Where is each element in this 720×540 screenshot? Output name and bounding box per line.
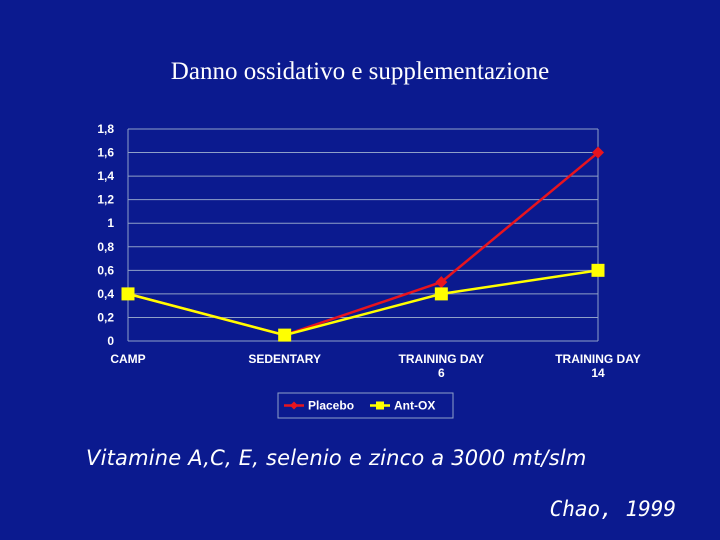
legend-marker-placebo — [290, 401, 298, 410]
x-tick-label: 14 — [591, 366, 605, 380]
axes — [127, 129, 599, 342]
series-line-placebo — [127, 151, 599, 337]
series-line-ant-ox — [127, 269, 599, 337]
legend: Placebo Ant-OX — [277, 392, 454, 419]
y-tick-label: 1,8 — [97, 122, 114, 136]
y-tick-label: 1,4 — [97, 169, 114, 183]
legend-marker-ant-ox — [376, 401, 384, 410]
y-tick-label: 0,4 — [97, 287, 114, 301]
y-tick-labels: 0 0,2 0,4 0,6 0,8 1 1,2 1,4 1,6 1,8 — [97, 122, 114, 348]
legend-label-placebo: Placebo — [308, 399, 354, 413]
series-lines — [121, 146, 605, 342]
y-tick-label: 0,6 — [97, 263, 114, 277]
data-point-ant-ox — [591, 263, 605, 277]
slide-subtitle: Vitamine A,C, E, selenio e zinco a 3000 … — [86, 446, 587, 470]
y-tick-label: 1 — [107, 216, 114, 230]
y-tick-label: 1,2 — [97, 193, 114, 207]
x-tick-label: 6 — [438, 366, 445, 380]
y-tick-label: 1,6 — [97, 146, 114, 160]
y-tick-label: 0,8 — [97, 240, 114, 254]
x-tick-label: TRAINING DAY — [555, 352, 641, 366]
data-point-placebo — [435, 276, 448, 289]
x-tick-label: CAMP — [110, 352, 145, 366]
data-point-placebo — [592, 146, 604, 159]
citation: Chao, 1999 — [549, 497, 676, 521]
legend-label-ant-ox: Ant-OX — [394, 399, 435, 413]
y-tick-label: 0 — [107, 334, 114, 348]
line-chart: 0 0,2 0,4 0,6 0,8 1 1,2 1,4 1,6 1,8 CAMP SEDENTARY… — [97, 122, 641, 419]
y-tick-label: 0,2 — [97, 310, 114, 324]
x-tick-label: TRAINING DAY — [399, 352, 485, 366]
data-point-ant-ox — [121, 287, 135, 301]
x-tick-label: SEDENTARY — [248, 352, 321, 366]
slide-title: Danno ossidativo e supplementazione — [170, 58, 550, 85]
data-point-ant-ox — [434, 287, 448, 301]
legend-box — [277, 392, 454, 419]
grid-lines — [128, 128, 598, 318]
data-point-ant-ox — [278, 328, 292, 342]
